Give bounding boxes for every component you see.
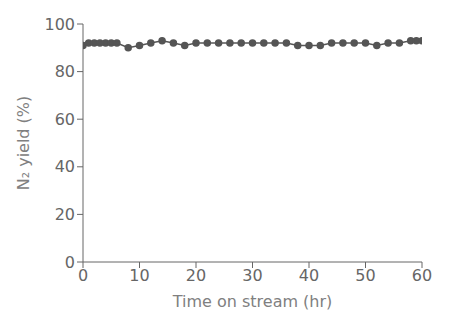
svg-text:60: 60 — [412, 266, 432, 285]
svg-text:50: 50 — [355, 266, 375, 285]
svg-text:100: 100 — [44, 15, 75, 34]
svg-text:0: 0 — [65, 253, 75, 272]
svg-text:40: 40 — [299, 266, 319, 285]
svg-text:40: 40 — [55, 157, 75, 176]
svg-text:60: 60 — [55, 110, 75, 129]
svg-text:N₂ yield (%): N₂ yield (%) — [14, 96, 33, 191]
svg-text:80: 80 — [55, 62, 75, 81]
svg-text:30: 30 — [242, 266, 262, 285]
svg-text:10: 10 — [129, 266, 149, 285]
svg-text:Time on stream (hr): Time on stream (hr) — [172, 292, 333, 311]
svg-text:0: 0 — [78, 266, 88, 285]
svg-text:20: 20 — [186, 266, 206, 285]
svg-text:20: 20 — [55, 205, 75, 224]
